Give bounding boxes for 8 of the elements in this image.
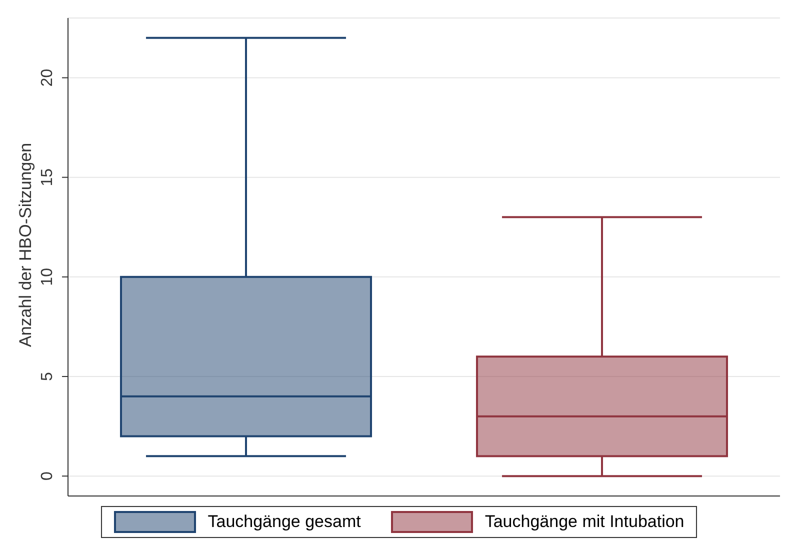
y-tick-label: 10 (39, 268, 56, 286)
y-tick-label: 0 (39, 472, 56, 481)
y-tick-label: 20 (39, 68, 56, 87)
y-tick-label: 5 (39, 372, 56, 381)
y-axis-title: Anzahl der HBO-Sitzungen (16, 142, 36, 347)
legend-label: Tauchgänge mit Intubation (484, 512, 684, 532)
legend-label: Tauchgänge gesamt (208, 512, 361, 532)
y-tick-label: 15 (39, 168, 56, 186)
